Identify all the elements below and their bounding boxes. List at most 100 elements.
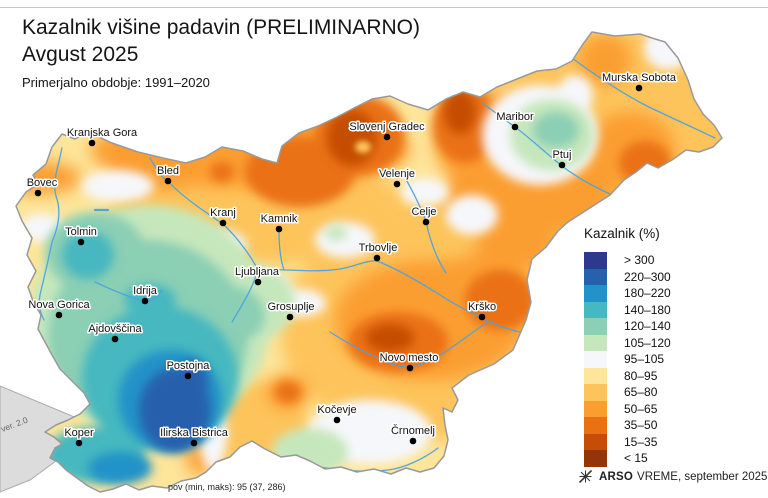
river-soca <box>38 147 63 321</box>
city-marker-dot <box>478 313 486 321</box>
city-label: Krško <box>468 301 496 313</box>
city-label: Kranjska Gora <box>67 127 138 139</box>
legend-swatch <box>584 301 607 318</box>
legend-swatch <box>584 285 607 302</box>
city-label: Postojna <box>167 360 211 372</box>
city-label: Črnomelj <box>391 424 435 437</box>
city-marker-dot <box>55 311 63 319</box>
city-marker-dot <box>406 364 414 372</box>
city-label: Ilirska Bistrica <box>160 427 229 439</box>
city-marker-dot <box>184 372 192 380</box>
legend-title: Kazalnik (%) <box>584 226 660 241</box>
city-marker-dot <box>511 123 519 131</box>
legend-label: 180–220 <box>624 286 671 301</box>
legend-label: 50–65 <box>624 401 658 416</box>
city-marker-dot <box>275 225 283 233</box>
city-marker-dot <box>34 189 42 197</box>
legend-label: > 300 <box>624 253 655 268</box>
arso-logo-icon <box>579 470 592 483</box>
city-marker-dot <box>373 254 381 262</box>
river-mura <box>571 57 716 139</box>
legend-row: < 15 <box>584 450 764 467</box>
legend-label: 95–105 <box>624 352 665 367</box>
city-marker-dot <box>164 177 172 185</box>
legend-swatch <box>584 318 607 335</box>
city-label: Kamnik <box>261 213 298 225</box>
city-marker-dot <box>286 313 294 321</box>
city-marker-dot <box>141 297 149 305</box>
river-sava <box>149 157 525 334</box>
legend-row: 180–220 <box>584 285 764 302</box>
city-label: Ljubljana <box>235 266 280 278</box>
city-label: Velenje <box>379 168 415 180</box>
legend-row: 120–140 <box>584 318 764 335</box>
city-label: Tolmin <box>65 226 97 238</box>
city-marker-dot <box>393 180 401 188</box>
city-label: Bovec <box>27 177 58 189</box>
city-label: Bled <box>157 165 179 177</box>
map-title-line1: Kazalnik višine padavin (PRELIMINARNO) <box>22 16 420 39</box>
city-label: Nova Gorica <box>28 299 90 311</box>
city-label: Ptuj <box>553 149 572 161</box>
city-marker-dot <box>219 219 227 227</box>
legend-row: 220–300 <box>584 268 764 285</box>
city-marker-dot <box>333 416 341 424</box>
city-label: Kočevje <box>317 404 356 416</box>
city-marker-dot <box>422 218 430 226</box>
river-krka <box>329 321 489 368</box>
river-kamniska <box>278 231 285 271</box>
legend-row: 80–95 <box>584 367 764 384</box>
city-label: Grosuplje <box>267 301 314 313</box>
legend-label: 65–80 <box>624 385 658 400</box>
legend-swatch <box>584 433 607 450</box>
city-label: Koper <box>64 427 94 439</box>
legend-row: 65–80 <box>584 384 764 401</box>
legend-label: 105–120 <box>624 335 671 350</box>
legend-swatch <box>584 384 607 401</box>
header: Kazalnik višine padavin (PRELIMINARNO) A… <box>22 14 420 90</box>
city-markers: Kranjska Gora Bovec Bled Kranj Kamnik Tolmin S… <box>25 71 678 447</box>
city-label: Murska Sobota <box>602 72 677 84</box>
city-marker-dot <box>635 84 643 92</box>
legend-label: 80–95 <box>624 368 658 383</box>
legend-label: 220–300 <box>624 269 671 284</box>
legend-label: 35–50 <box>624 418 658 433</box>
legend-rows: > 300 220–300 180–220 140–180 120–140 105–120… <box>584 252 764 467</box>
legend-row: 50–65 <box>584 400 764 417</box>
brand-arso: ARSO <box>599 470 634 483</box>
legend-swatch <box>584 351 607 368</box>
legend-row: > 300 <box>584 252 764 269</box>
legend-row: 35–50 <box>584 417 764 434</box>
legend-swatch <box>584 268 607 285</box>
city-label: Kranj <box>210 207 236 219</box>
legend-label: 140–180 <box>624 302 671 317</box>
legend-swatch <box>584 450 607 467</box>
city-label: Novo mesto <box>380 352 439 364</box>
legend-row: 140–180 <box>584 301 764 318</box>
legend-label: 120–140 <box>624 319 671 334</box>
city-marker-dot <box>88 139 96 147</box>
legend-swatch <box>584 252 607 269</box>
city-marker-dot <box>383 133 391 141</box>
city-marker-dot <box>254 278 262 286</box>
legend-swatch <box>584 400 607 417</box>
city-marker-dot <box>558 161 566 169</box>
legend-row: 15–35 <box>584 433 764 450</box>
city-label: Maribor <box>496 111 534 123</box>
map-title-line2: Avgust 2025 <box>22 43 139 66</box>
river-ljubljanica <box>231 271 258 323</box>
map-legend: Kazalnik (%) > 300 220–300 180–220 140–180 1… <box>584 226 764 467</box>
stats-note: pov (min, maks): 95 (37, 286) <box>168 482 286 492</box>
legend-swatch <box>584 417 607 434</box>
city-marker-dot <box>409 437 417 445</box>
city-label: Celje <box>411 206 436 218</box>
legend-swatch <box>584 367 607 384</box>
city-marker-dot <box>77 238 85 246</box>
city-marker-dot <box>111 335 119 343</box>
brand-vreme: VREME <box>637 470 678 483</box>
city-label: Trbovlje <box>359 242 398 254</box>
city-marker-dot <box>75 439 83 447</box>
legend-label: < 15 <box>624 451 648 466</box>
brand-date: , september 2025 <box>677 470 768 483</box>
